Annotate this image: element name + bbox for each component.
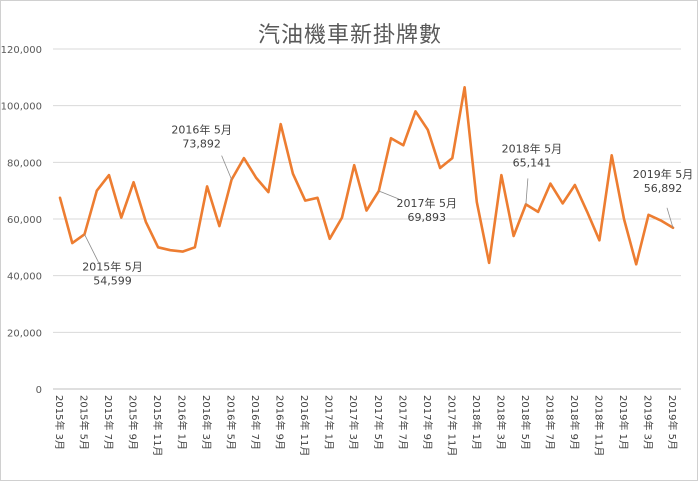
annotation-leader-line bbox=[378, 190, 399, 200]
annotation-value-label: 69,893 bbox=[408, 211, 447, 224]
x-tick-label: 2016年 5月 bbox=[225, 395, 238, 450]
x-axis-tick-labels: 2015年 3月 2015年 5月 2015年 7月 2015年 9月 2015年 11… bbox=[53, 395, 679, 456]
y-tick-label: 80,000 bbox=[7, 158, 42, 169]
x-tick-label: 2016年 11月 bbox=[298, 395, 311, 456]
x-tick-label: 2017年 1月 bbox=[323, 395, 336, 450]
x-tick-label: 2019年 3月 bbox=[641, 395, 654, 450]
x-tick-label: 2017年 9月 bbox=[421, 395, 434, 450]
x-tick-label: 2017年 5月 bbox=[372, 395, 385, 450]
annotation-leader-line bbox=[84, 234, 99, 263]
gridlines bbox=[53, 48, 681, 390]
y-tick-label: 20,000 bbox=[7, 328, 42, 339]
x-tick-label: 2015年 9月 bbox=[127, 395, 140, 450]
y-tick-label: 0 bbox=[36, 385, 42, 396]
x-tick-label: 2018年 1月 bbox=[470, 395, 483, 450]
x-tick-label: 2019年 5月 bbox=[666, 395, 679, 450]
x-tick-label: 2018年 3月 bbox=[494, 395, 507, 450]
annotation-leader-line bbox=[221, 155, 233, 180]
y-tick-label: 120,000 bbox=[1, 45, 42, 56]
y-tick-label: 100,000 bbox=[1, 102, 42, 113]
x-tick-label: 2018年 5月 bbox=[519, 395, 532, 450]
annotation-date-label: 2015年 5月 bbox=[82, 259, 143, 273]
x-tick-label: 2015年 11月 bbox=[151, 395, 164, 456]
annotation-leader-line bbox=[525, 178, 529, 205]
x-tick-label: 2015年 7月 bbox=[102, 395, 115, 450]
x-tick-label: 2016年 7月 bbox=[249, 395, 262, 450]
x-tick-label: 2017年 11月 bbox=[445, 395, 458, 456]
annotation-date-label: 2016年 5月 bbox=[171, 123, 232, 137]
annotation-value-label: 54,599 bbox=[93, 274, 132, 287]
x-tick-label: 2016年 1月 bbox=[176, 395, 189, 450]
x-tick-label: 2017年 7月 bbox=[396, 395, 409, 450]
annotation-date-label: 2018年 5月 bbox=[502, 141, 563, 155]
annotation-value-label: 65,141 bbox=[513, 156, 552, 169]
x-tick-label: 2015年 5月 bbox=[78, 395, 91, 450]
x-tick-label: 2016年 3月 bbox=[200, 395, 213, 450]
annotation-value-label: 56,892 bbox=[644, 182, 683, 195]
x-tick-label: 2017年 3月 bbox=[347, 395, 360, 450]
annotation-date-label: 2017年 5月 bbox=[397, 196, 458, 210]
series-line bbox=[58, 86, 675, 266]
x-tick-label: 2018年 7月 bbox=[543, 395, 556, 450]
y-tick-label: 40,000 bbox=[7, 272, 42, 283]
y-axis-tick-labels: 0 20,000 40,000 60,000 80,000 100,000 120,000 bbox=[1, 45, 42, 396]
annotation-value-label: 73,892 bbox=[182, 138, 221, 151]
x-tick-label: 2018年 11月 bbox=[592, 395, 605, 456]
x-tick-label: 2019年 1月 bbox=[617, 395, 630, 450]
x-tick-label: 2018年 9月 bbox=[568, 395, 581, 450]
annotation-date-label: 2019年 5月 bbox=[633, 167, 694, 181]
x-tick-label: 2016年 9月 bbox=[274, 395, 287, 450]
chart-title: 汽油機車新掛牌數 bbox=[257, 23, 442, 48]
annotation-leader-line bbox=[666, 207, 674, 228]
y-tick-label: 60,000 bbox=[7, 215, 42, 226]
x-tick-label: 2015年 3月 bbox=[53, 395, 66, 450]
series-group bbox=[58, 86, 675, 266]
